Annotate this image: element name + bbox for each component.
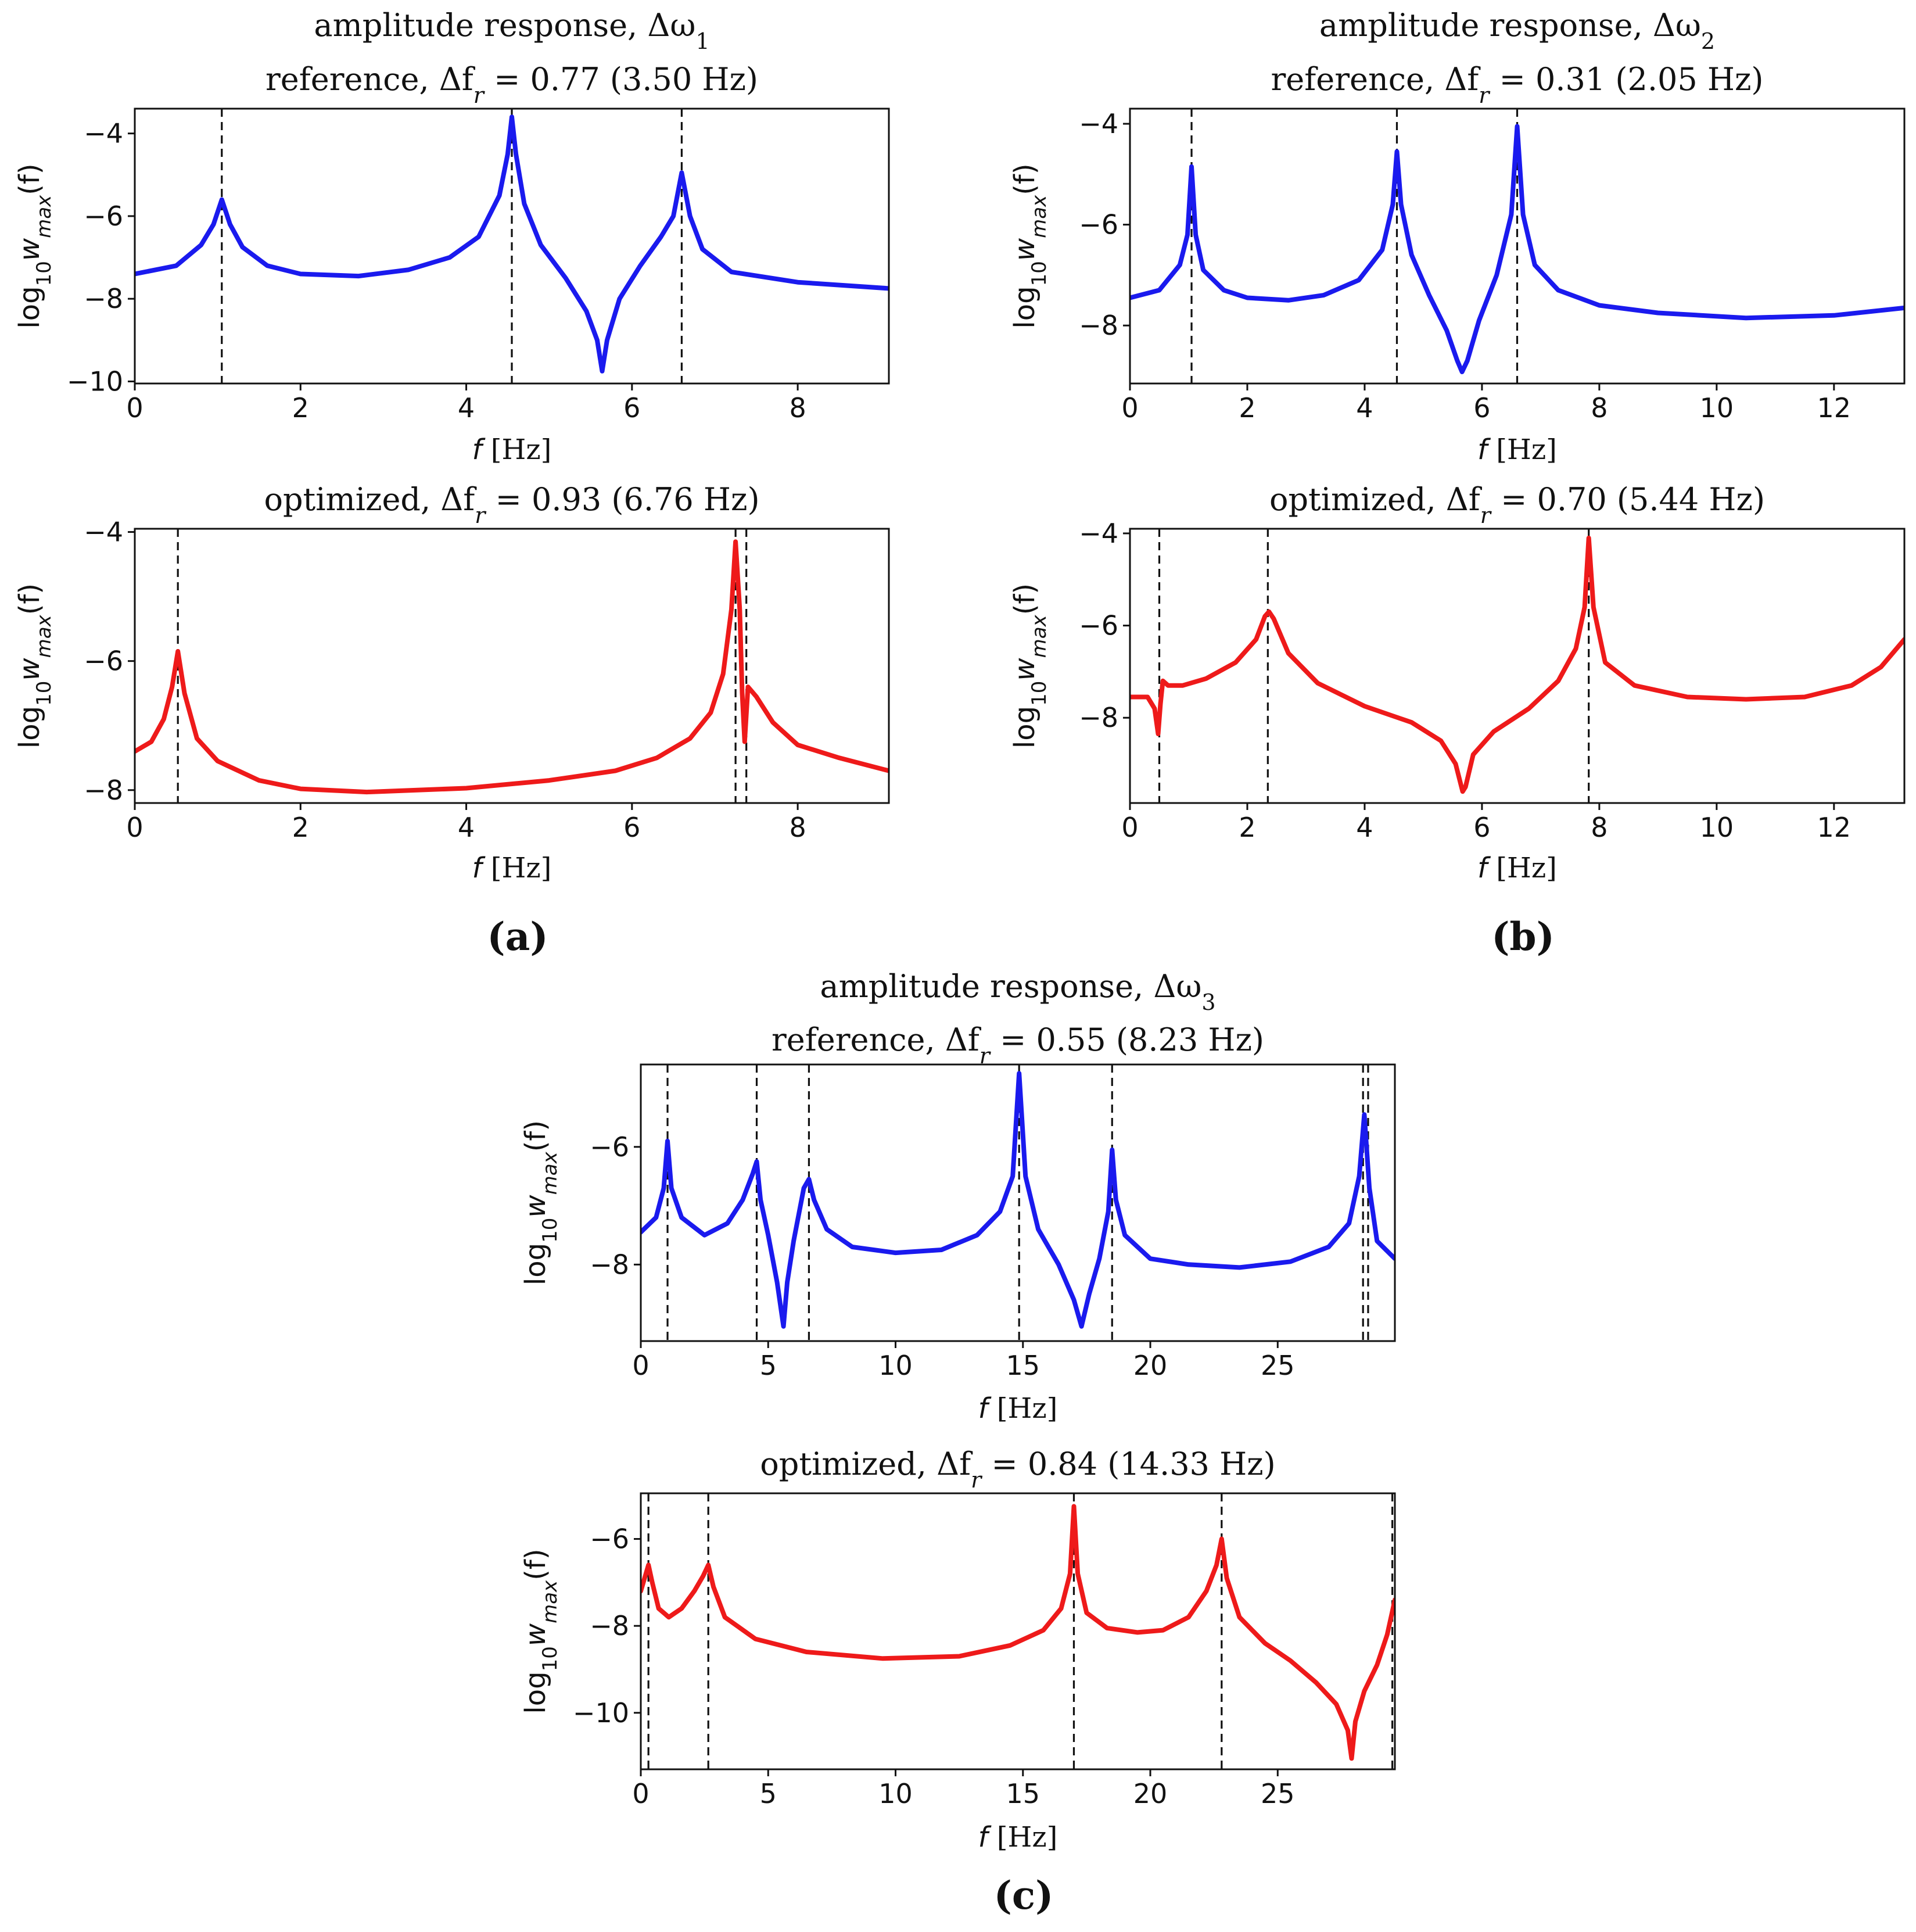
x-tick-label: 5 bbox=[760, 1350, 777, 1381]
chart-title: optimized, Δfr = 0.70 (5.44 Hz) bbox=[1269, 481, 1765, 528]
y-axis-label: log10wmax(f) bbox=[519, 1120, 562, 1285]
x-tick-label: 0 bbox=[632, 1350, 649, 1381]
x-tick-label: 5 bbox=[760, 1778, 777, 1809]
y-axis-label: log10wmax(f) bbox=[13, 583, 56, 748]
plot-frame bbox=[134, 528, 890, 804]
figure-header: amplitude response, Δω2 bbox=[1319, 7, 1715, 54]
x-tick-label: 0 bbox=[632, 1778, 649, 1809]
x-tick-label: 0 bbox=[126, 812, 143, 843]
x-tick-label: 12 bbox=[1817, 392, 1852, 424]
x-axis-label: f [Hz] bbox=[472, 433, 552, 466]
chart-title: reference, Δfr = 0.77 (3.50 Hz) bbox=[265, 61, 758, 108]
plot-frame bbox=[1129, 107, 1906, 385]
x-tick-label: 0 bbox=[1121, 392, 1138, 424]
x-tick-label: 4 bbox=[1356, 392, 1373, 424]
y-tick-label: −8 bbox=[590, 1249, 629, 1280]
x-tick-label: 10 bbox=[878, 1350, 913, 1381]
x-axis-label: f [Hz] bbox=[978, 1392, 1058, 1425]
x-tick-label: 4 bbox=[458, 812, 475, 843]
x-tick-label: 15 bbox=[1006, 1350, 1040, 1381]
plot-frame bbox=[640, 1063, 1396, 1342]
x-tick-label: 8 bbox=[789, 392, 806, 424]
x-tick-label: 25 bbox=[1261, 1350, 1295, 1381]
x-tick-label: 10 bbox=[1700, 392, 1734, 424]
y-axis-label: log10wmax(f) bbox=[519, 1549, 562, 1714]
chart-b-ref: amplitude response, Δω2 reference, Δfr = … bbox=[1009, 7, 1906, 959]
x-tick-label: 4 bbox=[1356, 812, 1373, 843]
chart-title: optimized, Δfr = 0.93 (6.76 Hz) bbox=[264, 481, 759, 528]
x-tick-label: 4 bbox=[458, 392, 475, 424]
y-tick-label: −8 bbox=[84, 283, 123, 314]
optimized-curve bbox=[135, 539, 889, 795]
x-axis-label: f [Hz] bbox=[1477, 433, 1557, 466]
x-tick-label: 8 bbox=[1591, 812, 1608, 843]
x-axis-label: f [Hz] bbox=[1477, 852, 1557, 884]
x-tick-label: 10 bbox=[1700, 812, 1734, 843]
panel-label: (b) bbox=[1491, 914, 1555, 959]
x-tick-label: 6 bbox=[623, 392, 640, 424]
optimized-curve bbox=[641, 1504, 1395, 1761]
x-tick-label: 6 bbox=[1473, 392, 1490, 424]
x-tick-label: 6 bbox=[1473, 812, 1490, 843]
x-tick-label: 10 bbox=[878, 1778, 913, 1809]
x-tick-label: 15 bbox=[1006, 1778, 1040, 1809]
x-tick-label: 0 bbox=[1121, 812, 1138, 843]
x-tick-label: 25 bbox=[1261, 1778, 1295, 1809]
panel-label: (a) bbox=[487, 914, 548, 959]
reference-curve bbox=[135, 114, 889, 374]
chart-c-opt: optimized, Δfr = 0.84 (14.33 Hz) 0 5 10 15 20… bbox=[519, 1446, 1396, 1854]
x-tick-label: 0 bbox=[126, 392, 143, 424]
y-tick-label: −4 bbox=[84, 517, 123, 548]
chart-c-ref: amplitude response, Δω3 reference, Δfr = … bbox=[519, 968, 1396, 1918]
chart-title: reference, Δfr = 0.31 (2.05 Hz) bbox=[1271, 61, 1763, 108]
y-axis-label: log10wmax(f) bbox=[13, 163, 56, 328]
y-tick-label: −10 bbox=[67, 365, 123, 397]
y-tick-label: −6 bbox=[84, 646, 123, 677]
reference-curve bbox=[641, 1071, 1395, 1329]
y-tick-label: −8 bbox=[590, 1610, 629, 1641]
x-tick-label: 20 bbox=[1133, 1350, 1168, 1381]
x-tick-label: 20 bbox=[1133, 1778, 1168, 1809]
plot-frame bbox=[134, 107, 890, 385]
y-tick-label: −6 bbox=[1079, 209, 1118, 241]
optimized-curve bbox=[1130, 535, 1904, 794]
x-tick-label: 12 bbox=[1817, 812, 1852, 843]
reference-curve bbox=[1130, 124, 1904, 374]
y-tick-label: −8 bbox=[1079, 310, 1118, 341]
chart-b-opt: optimized, Δfr = 0.70 (5.44 Hz) 0 2 4 6 8 10 12… bbox=[1009, 481, 1906, 884]
figure-header: amplitude response, Δω3 bbox=[820, 968, 1215, 1015]
chart-title: reference, Δfr = 0.55 (8.23 Hz) bbox=[772, 1021, 1264, 1069]
x-tick-label: 6 bbox=[623, 812, 640, 843]
y-axis-label: log10wmax(f) bbox=[1009, 583, 1051, 748]
y-tick-label: −10 bbox=[573, 1697, 629, 1729]
chart-title: optimized, Δfr = 0.84 (14.33 Hz) bbox=[760, 1446, 1275, 1493]
y-tick-label: −8 bbox=[84, 775, 123, 806]
y-tick-label: −4 bbox=[1079, 108, 1118, 139]
y-tick-label: −4 bbox=[84, 118, 123, 149]
y-tick-label: −6 bbox=[84, 200, 123, 232]
x-tick-label: 2 bbox=[292, 812, 309, 843]
y-tick-label: −6 bbox=[590, 1524, 629, 1555]
x-tick-label: 2 bbox=[1239, 812, 1255, 843]
y-tick-label: −6 bbox=[1079, 610, 1118, 641]
chart-a-opt: optimized, Δfr = 0.93 (6.76 Hz) 0 2 4 6 8 −8 −6… bbox=[13, 481, 890, 884]
x-axis-label: f [Hz] bbox=[978, 1821, 1058, 1854]
x-tick-label: 8 bbox=[1591, 392, 1608, 424]
plot-frame bbox=[1129, 528, 1906, 804]
y-axis-label: log10wmax(f) bbox=[1009, 163, 1051, 328]
y-tick-label: −8 bbox=[1079, 702, 1118, 733]
x-tick-label: 2 bbox=[1239, 392, 1255, 424]
y-tick-label: −4 bbox=[1079, 518, 1118, 549]
figure-header: amplitude response, Δω1 bbox=[314, 7, 709, 54]
y-tick-label: −6 bbox=[590, 1131, 629, 1163]
x-tick-label: 8 bbox=[789, 812, 806, 843]
x-tick-label: 2 bbox=[292, 392, 309, 424]
x-axis-label: f [Hz] bbox=[472, 852, 552, 884]
panel-label: (c) bbox=[994, 1873, 1054, 1918]
chart-a-ref: amplitude response, Δω1 reference, Δfr = … bbox=[13, 7, 890, 959]
plot-frame bbox=[640, 1492, 1396, 1770]
